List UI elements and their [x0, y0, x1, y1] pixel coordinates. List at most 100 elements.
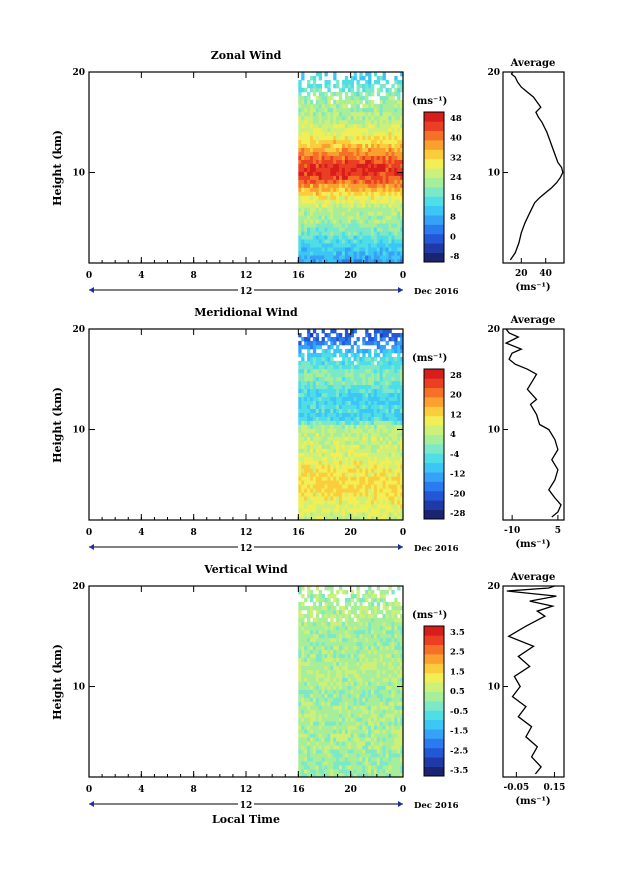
- heatmap-cell: [388, 91, 392, 97]
- heatmap-cell: [359, 681, 363, 686]
- heatmap-cell: [336, 337, 340, 342]
- heatmap-cell: [373, 147, 378, 152]
- heatmap-cell: [368, 725, 372, 730]
- heatmap-cell: [373, 203, 378, 208]
- heatmap-cell: [391, 761, 395, 766]
- heatmap-cell: [344, 448, 349, 453]
- heatmap-cell: [385, 669, 389, 674]
- heatmap-cell: [298, 91, 302, 97]
- heatmap-cell: [330, 594, 334, 599]
- heatmap-cell: [400, 364, 404, 370]
- heatmap-cell: [312, 175, 317, 180]
- heatmap-cell: [321, 103, 325, 109]
- heatmap-cell: [339, 235, 343, 240]
- heatmap-cell: [307, 769, 311, 774]
- heatmap-cell: [353, 171, 357, 176]
- heatmap-cell: [301, 191, 305, 196]
- heatmap-cell: [312, 737, 317, 742]
- heatmap-cell: [310, 472, 314, 477]
- heatmap-cell: [391, 625, 395, 631]
- heatmap-cell: [310, 460, 314, 465]
- heatmap-cell: [298, 408, 302, 413]
- heatmap-cell: [350, 243, 354, 248]
- heatmap-cell: [330, 456, 334, 461]
- heatmap-cell: [344, 215, 349, 220]
- heatmap-cell: [379, 211, 383, 216]
- heatmap-cell: [371, 364, 375, 370]
- heatmap-cell: [350, 215, 354, 220]
- heatmap-cell: [315, 211, 320, 216]
- heatmap-cell: [324, 613, 328, 619]
- heatmap-cell: [397, 504, 401, 509]
- heatmap-cell: [315, 452, 320, 457]
- heatmap-cell: [312, 472, 317, 477]
- heatmap-cell: [312, 412, 317, 417]
- heatmap-cell: [388, 472, 392, 477]
- heatmap-cell: [318, 340, 322, 346]
- heatmap-cell: [312, 139, 317, 144]
- heatmap-cell: [307, 681, 311, 686]
- heatmap-cell: [298, 657, 302, 662]
- heatmap-cell: [324, 765, 328, 770]
- heatmap-cell: [382, 329, 386, 334]
- heatmap-cell: [310, 749, 314, 754]
- heatmap-cell: [359, 468, 363, 473]
- heatmap-cell: [307, 721, 311, 726]
- heatmap-cell: [385, 697, 389, 702]
- heatmap-cell: [371, 693, 375, 698]
- heatmap-cell: [339, 705, 343, 710]
- heatmap-cell: [359, 508, 363, 513]
- heatmap-cell: [304, 372, 308, 378]
- heatmap-cell: [341, 368, 346, 374]
- heatmap-cell: [304, 709, 308, 714]
- heatmap-cell: [310, 247, 314, 252]
- heatmap-cell: [350, 673, 354, 678]
- heatmap-cell: [350, 689, 354, 694]
- heatmap-cell: [362, 404, 366, 409]
- heatmap-cell: [371, 456, 375, 461]
- heatmap-cell: [362, 733, 366, 738]
- heatmap-cell: [373, 211, 378, 216]
- heatmap-cell: [368, 717, 372, 722]
- heatmap-cell: [371, 677, 375, 682]
- heatmap-cell: [362, 388, 366, 394]
- heatmap-cell: [382, 665, 386, 670]
- heatmap-cell: [388, 159, 392, 164]
- heatmap-cell: [315, 629, 320, 635]
- heatmap-cell: [362, 420, 366, 425]
- heatmap-cell: [353, 665, 357, 670]
- heatmap-cell: [362, 380, 366, 386]
- heatmap-cell: [315, 713, 320, 718]
- average-frame: [502, 71, 565, 264]
- heatmap-cell: [373, 412, 378, 417]
- heatmap-cell: [353, 508, 357, 513]
- heatmap-cell: [373, 504, 378, 509]
- heatmap-cell: [373, 594, 378, 599]
- heatmap-cell: [385, 689, 389, 694]
- heatmap-cell: [379, 693, 383, 698]
- heatmap-cell: [382, 131, 386, 137]
- heatmap-cell: [341, 408, 346, 413]
- heatmap-cell: [330, 243, 334, 248]
- colorbar-label: -4: [450, 450, 460, 460]
- heatmap-cell: [324, 151, 328, 156]
- heatmap-cell: [365, 416, 369, 421]
- heatmap-cell: [341, 590, 346, 595]
- heatmap-cell: [330, 368, 334, 374]
- heatmap-cell: [353, 713, 357, 718]
- heatmap-cell: [368, 761, 372, 766]
- heatmap-cell: [310, 151, 314, 156]
- heatmap-cell: [307, 107, 311, 113]
- heatmap-cell: [353, 380, 357, 386]
- heatmap-cell: [339, 135, 343, 141]
- heatmap-cell: [333, 492, 337, 497]
- heatmap-cell: [344, 617, 349, 623]
- heatmap-cell: [356, 368, 360, 374]
- heatmap-cell: [368, 255, 372, 260]
- heatmap-cell: [365, 356, 369, 362]
- heatmap-cell: [315, 155, 320, 160]
- heatmap-cell: [347, 609, 352, 615]
- heatmap-cell: [336, 645, 340, 651]
- heatmap-cell: [368, 364, 372, 370]
- heatmap-cell: [336, 107, 340, 113]
